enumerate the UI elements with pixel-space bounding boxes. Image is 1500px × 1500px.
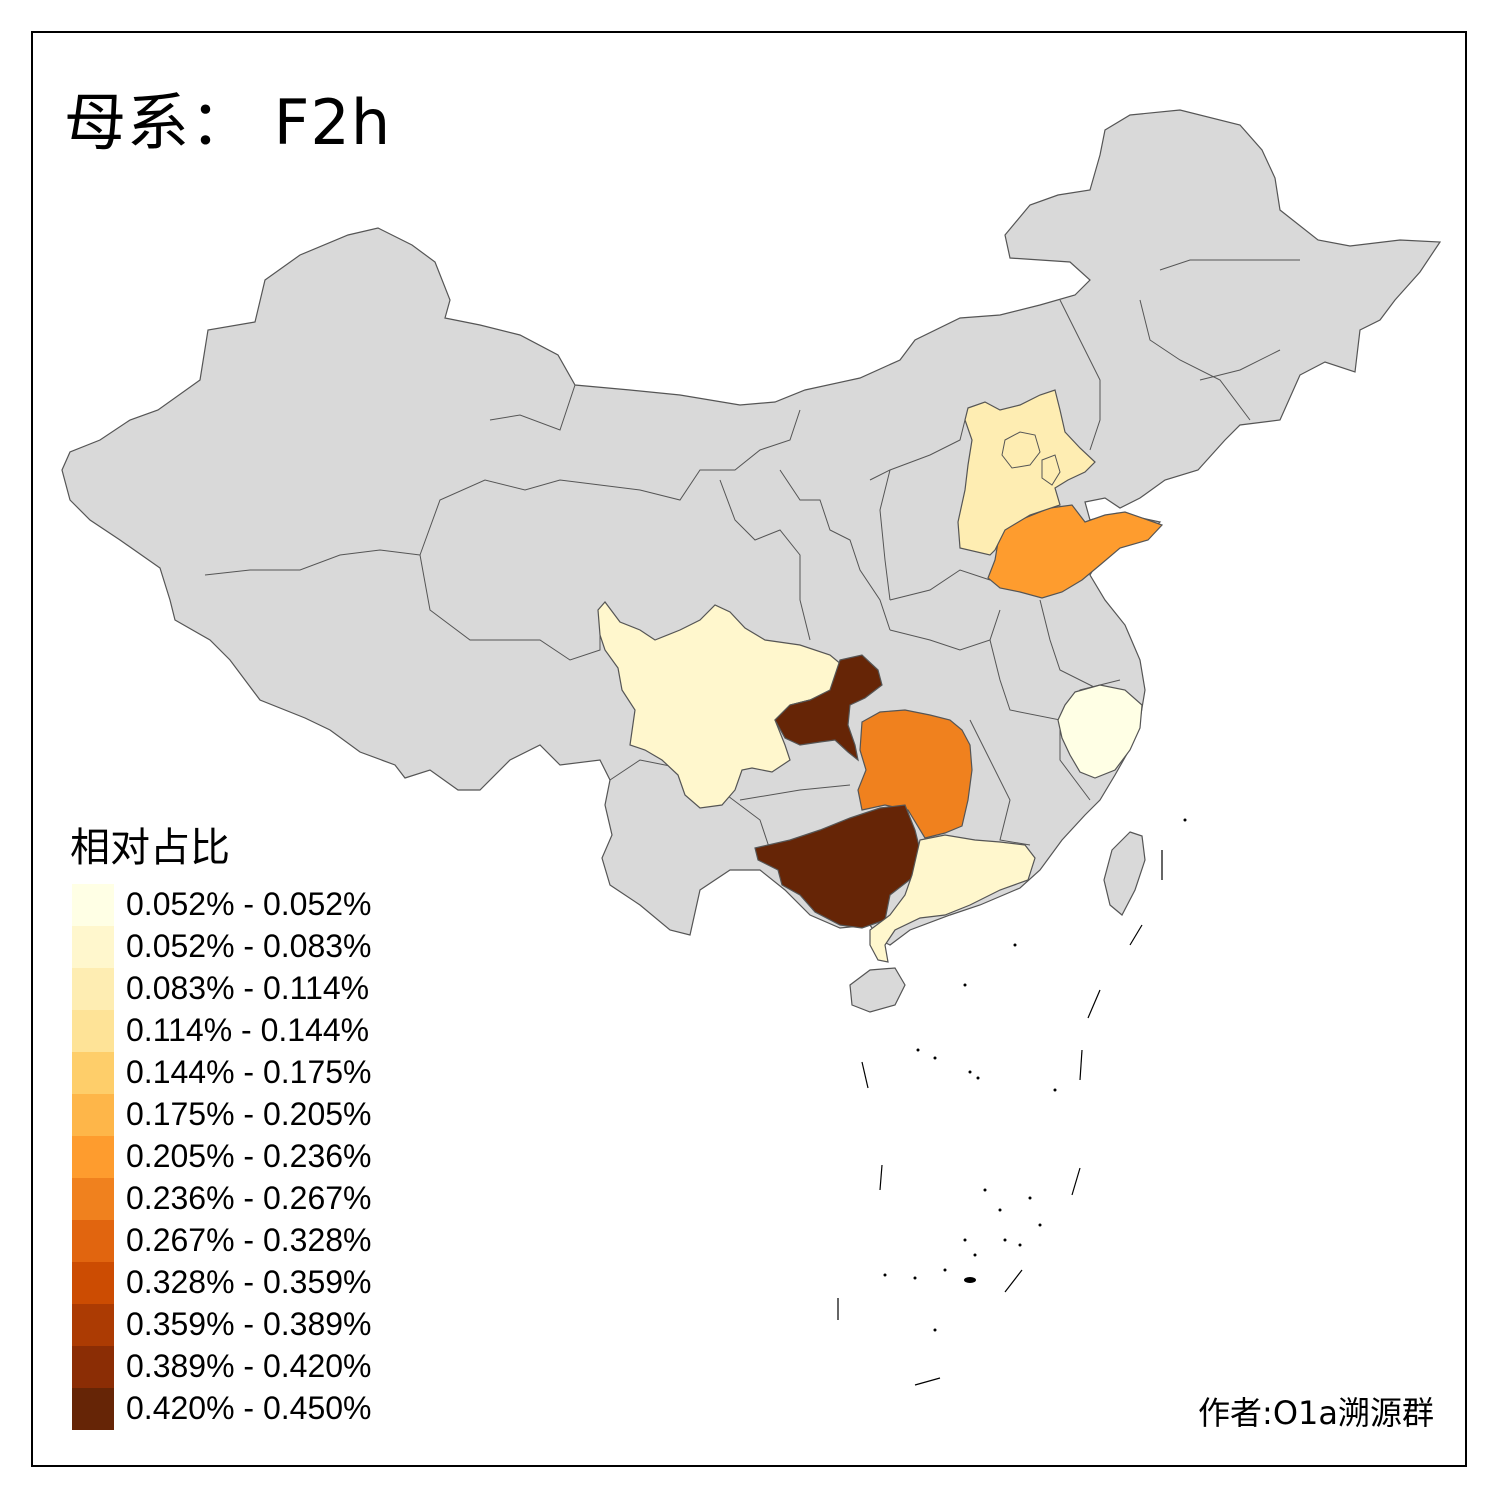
legend-label: 0.175% - 0.205% [126,1096,372,1132]
legend-item: 0.083% - 0.114% [72,968,412,1010]
legend-label: 0.359% - 0.389% [126,1306,372,1342]
legend-swatch [72,884,114,926]
region-hunan [857,709,973,839]
region-zhejiang [1057,684,1143,779]
map-title: 母系： F2h [64,86,392,159]
legend-item: 0.144% - 0.175% [72,1052,412,1094]
legend-item: 0.114% - 0.144% [72,1010,412,1052]
legend-item: 0.420% - 0.450% [72,1388,412,1430]
legend-label: 0.328% - 0.359% [126,1264,372,1300]
legend-swatch [72,1136,114,1178]
legend: 0.052% - 0.052% 0.052% - 0.083% 0.083% - 0… [72,884,412,1430]
region-hebei [957,389,1096,556]
hainan-island [849,967,906,1013]
legend-swatch [72,1346,114,1388]
region-beijing [1001,431,1041,469]
region-shandong [987,504,1164,599]
legend-swatch [72,1388,114,1430]
legend-swatch [72,1178,114,1220]
china-mainland [61,109,1442,946]
legend-swatch [72,1304,114,1346]
legend-item: 0.236% - 0.267% [72,1178,412,1220]
legend-item: 0.328% - 0.359% [72,1262,412,1304]
legend-item: 0.175% - 0.205% [72,1094,412,1136]
legend-label: 0.052% - 0.083% [126,928,372,964]
legend-item: 0.267% - 0.328% [72,1220,412,1262]
legend-label: 0.420% - 0.450% [126,1390,372,1426]
legend-item: 0.052% - 0.052% [72,884,412,926]
legend-label: 0.267% - 0.328% [126,1222,372,1258]
scattered-islands [883,818,1187,1332]
region-guangxi [754,804,921,929]
legend-label: 0.389% - 0.420% [126,1348,372,1384]
legend-label: 0.114% - 0.144% [126,1012,370,1048]
author-credit: 作者:O1a溯源群 [1198,1394,1434,1432]
legend-label: 0.052% - 0.052% [126,886,372,922]
legend-swatch [72,1220,114,1262]
legend-swatch [72,1010,114,1052]
legend-label: 0.083% - 0.114% [126,970,370,1006]
legend-swatch [72,926,114,968]
map-frame [31,31,1467,1467]
legend-label: 0.205% - 0.236% [126,1138,372,1174]
legend-label: 0.144% - 0.175% [126,1054,372,1090]
legend-label: 0.236% - 0.267% [126,1180,372,1216]
taiwan-island [1103,831,1146,916]
legend-swatch [72,1094,114,1136]
region-chongqing [774,654,883,762]
legend-swatch [72,1262,114,1304]
region-tianjin [1041,454,1061,486]
legend-item: 0.359% - 0.389% [72,1304,412,1346]
legend-title: 相对占比 [70,825,230,871]
legend-item: 0.205% - 0.236% [72,1136,412,1178]
region-guangdong [869,834,1036,963]
legend-swatch [72,1052,114,1094]
region-sichuan [597,601,843,809]
legend-item: 0.389% - 0.420% [72,1346,412,1388]
legend-item: 0.052% - 0.083% [72,926,412,968]
legend-swatch [72,968,114,1010]
south-china-sea-lines [837,850,1163,1386]
